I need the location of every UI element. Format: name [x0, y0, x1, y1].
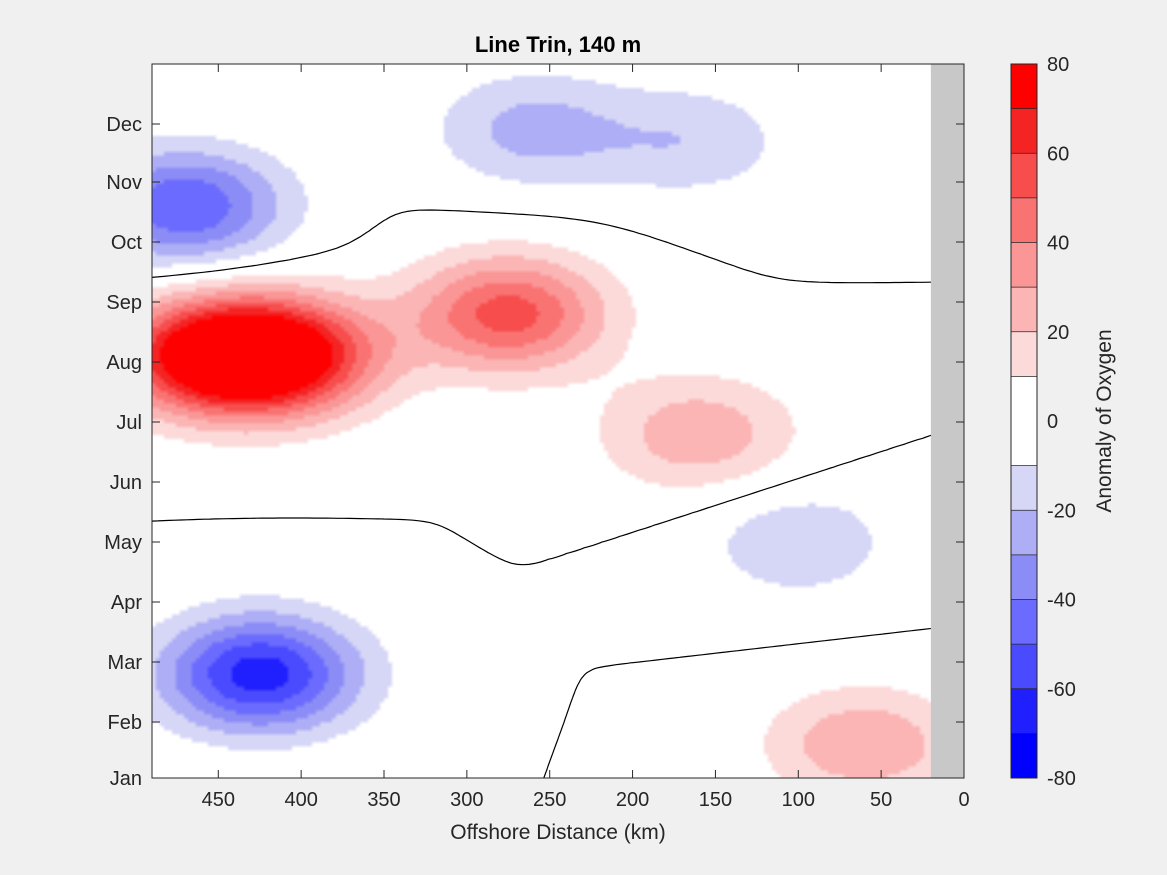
x-tick-label: 100	[782, 789, 815, 811]
y-tick-label: Mar	[108, 652, 143, 674]
x-tick-label: 300	[450, 789, 483, 811]
y-tick-label: Jul	[116, 412, 142, 434]
colorbar-swatch	[1011, 108, 1037, 154]
x-tick-label: 400	[284, 789, 317, 811]
colorbar: 80 60 40 20 0 -20 -40 -60 -80	[1010, 54, 1076, 790]
colorbar-tick-label: 20	[1047, 322, 1069, 344]
colorbar-swatch	[1011, 465, 1037, 511]
no-data-region	[930, 64, 964, 778]
plot-area	[151, 63, 965, 779]
colorbar-swatch	[1011, 287, 1037, 332]
x-tick-label: 250	[533, 789, 566, 811]
y-tick-label: Nov	[106, 172, 142, 194]
colorbar-tick-label: -60	[1047, 679, 1076, 701]
colorbar-tick-label: -40	[1047, 590, 1076, 612]
colorbar-tick-label: -80	[1047, 768, 1076, 790]
colorbar-swatch	[1011, 331, 1037, 377]
colorbar-swatch	[1011, 510, 1037, 555]
colorbar-swatch	[1011, 688, 1037, 734]
plot-frame	[151, 63, 965, 779]
x-tick-label: 450	[202, 789, 235, 811]
colorbar-swatch	[1011, 197, 1037, 243]
y-tick-label: Jun	[110, 472, 142, 494]
x-axis: 450 400 350 300 250 200 150 100 50 0	[202, 64, 970, 811]
contour-field-image	[152, 64, 964, 778]
colorbar-tick-label: -20	[1047, 500, 1076, 522]
colorbar-tick-label: 60	[1047, 143, 1069, 165]
colorbar-frame	[1010, 63, 1038, 779]
x-tick-label: 150	[699, 789, 732, 811]
y-tick-label: Sep	[106, 292, 142, 314]
x-tick-label: 50	[870, 789, 892, 811]
y-tick-label: Oct	[111, 232, 143, 254]
y-tick-label: Jan	[110, 768, 142, 790]
y-tick-label: May	[104, 532, 142, 554]
x-tick-label: 350	[367, 789, 400, 811]
colorbar-swatch	[1011, 733, 1037, 778]
colorbar-swatch	[1011, 599, 1037, 645]
chart-title: Line Trin, 140 m	[475, 32, 641, 57]
y-tick-label: Aug	[106, 352, 142, 374]
y-tick-label: Feb	[108, 712, 142, 734]
colorbar-label: Anomaly of Oxygen	[1093, 329, 1116, 512]
colorbar-swatch	[1011, 153, 1037, 198]
colorbar-swatch	[1011, 554, 1037, 600]
colorbar-tick-label: 40	[1047, 233, 1069, 255]
y-axis: Jan Feb Mar Apr May Jun Jul Aug Sep Oct Nov Dec	[104, 114, 964, 790]
colorbar-swatch	[1011, 64, 1037, 109]
colorbar-tick-label: 0	[1047, 411, 1058, 433]
colorbar-swatch	[1011, 242, 1037, 288]
x-axis-label: Offshore Distance (km)	[450, 821, 666, 844]
contour-fills	[152, 64, 964, 778]
y-tick-label: Dec	[106, 114, 142, 136]
colorbar-swatch	[1011, 644, 1037, 689]
x-tick-label: 0	[958, 789, 969, 811]
x-tick-label: 200	[616, 789, 649, 811]
colorbar-swatch	[1011, 376, 1037, 466]
y-tick-label: Apr	[111, 592, 142, 614]
colorbar-tick-label: 80	[1047, 54, 1069, 76]
